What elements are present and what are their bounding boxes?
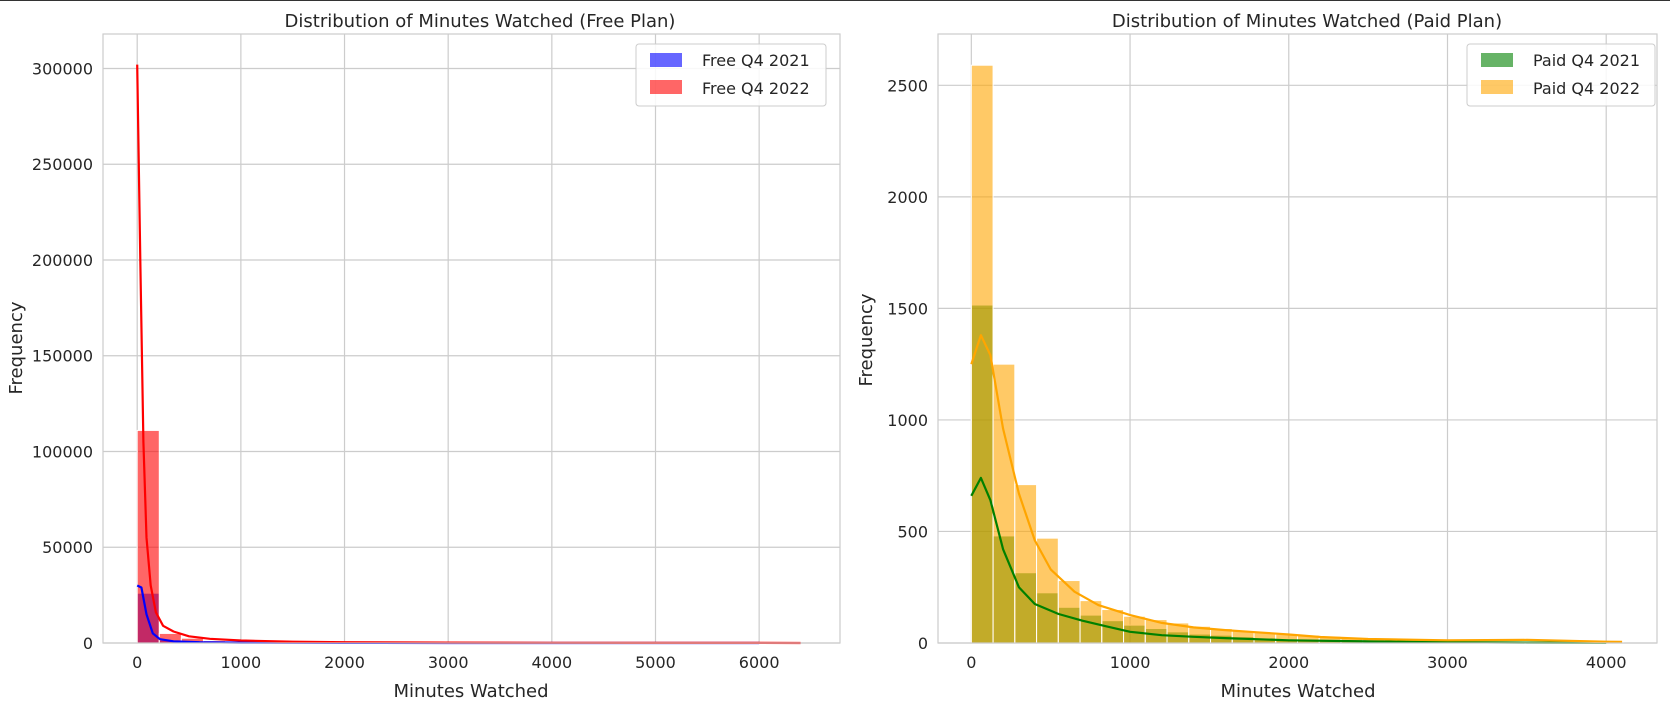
kde-curve — [136, 64, 801, 645]
plot-frame — [937, 33, 1658, 644]
histogram-bar — [992, 363, 1016, 644]
histogram-bar — [1014, 484, 1038, 644]
y-tick-label: 100000 — [32, 442, 93, 461]
histogram-bar — [1036, 537, 1059, 644]
y-tick-label: 2500 — [887, 76, 928, 95]
tick-labels: 0 1000 2000 3000 4000 0 500 1000 1500 2000 2500 — [887, 76, 1626, 672]
legend-frame — [1466, 43, 1656, 107]
legend-frame — [635, 43, 827, 107]
legend-label: Free Q4 2021 — [702, 51, 810, 70]
y-tick-label: 1000 — [887, 411, 928, 430]
y-tick-label: 1500 — [887, 299, 928, 318]
x-tick-label: 4000 — [531, 653, 572, 672]
chart-free-plan: Distribution of Minutes Watched (Free Pl… — [6, 11, 841, 702]
figure-top-border — [0, 0, 1670, 1]
histogram-bar — [1123, 615, 1146, 644]
kde-curve — [970, 476, 1607, 644]
x-tick-label: 4000 — [1586, 653, 1627, 672]
plot-frame — [102, 33, 841, 644]
legend-swatch-free-2022 — [650, 80, 682, 94]
legend-label: Paid Q4 2022 — [1533, 79, 1640, 98]
kde-curve — [970, 334, 1623, 643]
y-tick-label: 250000 — [32, 155, 93, 174]
y-tick-label: 50000 — [42, 538, 93, 557]
legend[interactable]: Paid Q4 2021 Paid Q4 2022 — [1466, 43, 1656, 107]
histogram-bar — [1057, 580, 1081, 644]
legend-label: Free Q4 2022 — [702, 79, 810, 98]
x-tick-label: 2000 — [324, 653, 365, 672]
x-axis-label: Minutes Watched — [1220, 681, 1375, 702]
legend-swatch-paid-2021 — [1481, 53, 1513, 67]
y-tick-label: 150000 — [32, 347, 93, 366]
x-tick-label: 6000 — [739, 653, 780, 672]
y-tick-label: 0 — [918, 634, 928, 653]
legend-swatch-paid-2022 — [1481, 80, 1513, 94]
y-tick-label: 500 — [897, 522, 928, 541]
y-tick-label: 0 — [83, 634, 93, 653]
grid — [103, 34, 840, 644]
legend-swatch-free-2021 — [650, 53, 682, 67]
y-tick-label: 300000 — [32, 59, 93, 78]
kde-curves — [136, 64, 801, 645]
x-axis-label: Minutes Watched — [393, 681, 548, 702]
y-axis-label: Frequency — [856, 293, 877, 386]
x-tick-label: 3000 — [428, 653, 469, 672]
kde-curves — [970, 334, 1623, 644]
x-tick-label: 0 — [966, 653, 976, 672]
bars — [136, 429, 801, 644]
y-tick-label: 2000 — [887, 188, 928, 207]
x-tick-label: 5000 — [635, 653, 676, 672]
chart-paid-plan: Distribution of Minutes Watched (Paid Pl… — [856, 11, 1658, 702]
legend[interactable]: Free Q4 2021 Free Q4 2022 — [635, 43, 827, 107]
x-tick-label: 2000 — [1268, 653, 1309, 672]
x-tick-label: 3000 — [1427, 653, 1468, 672]
chart-title: Distribution of Minutes Watched (Free Pl… — [285, 11, 676, 32]
x-tick-label: 1000 — [221, 653, 262, 672]
x-tick-label: 1000 — [1110, 653, 1151, 672]
chart-title: Distribution of Minutes Watched (Paid Pl… — [1112, 11, 1502, 32]
tick-labels: 0 1000 2000 3000 4000 5000 6000 0 50000 100000 150… — [32, 59, 780, 672]
legend-label: Paid Q4 2021 — [1533, 51, 1640, 70]
x-tick-label: 0 — [132, 653, 142, 672]
bars — [970, 64, 1625, 644]
y-tick-label: 200000 — [32, 251, 93, 270]
y-axis-label: Frequency — [6, 301, 27, 394]
